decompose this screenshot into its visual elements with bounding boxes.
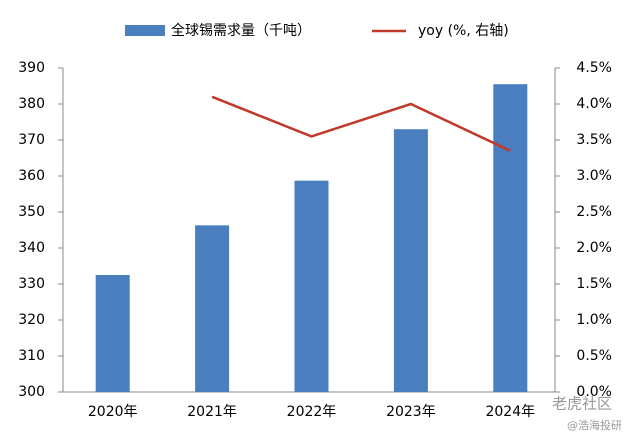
- watermark-site: 老虎社区: [552, 395, 612, 413]
- y2-tick-label: 1.5%: [576, 276, 612, 292]
- legend-label: 全球锡需求量（千吨）: [171, 22, 311, 39]
- x-tick-label: 2024年: [485, 404, 535, 420]
- legend-swatch: [125, 25, 165, 36]
- y-tick-label: 340: [18, 240, 45, 256]
- y2-tick-label: 1.0%: [576, 312, 612, 328]
- y-tick-label: 330: [18, 276, 45, 292]
- y2-tick-label: 2.0%: [576, 240, 612, 256]
- bar: [195, 225, 230, 392]
- y-tick-label: 350: [18, 204, 45, 220]
- y2-tick-label: 4.5%: [576, 60, 612, 76]
- line: [211, 95, 511, 152]
- y-tick-label: 380: [18, 96, 45, 112]
- y-tick-label: 360: [18, 168, 45, 184]
- x-tick-label: 2021年: [187, 404, 237, 420]
- y2-tick-label: 3.0%: [576, 168, 612, 184]
- y2-tick-label: 0.5%: [576, 348, 612, 364]
- bar: [393, 129, 428, 392]
- y2-tick-label: 2.5%: [576, 204, 612, 220]
- y-tick-label: 320: [18, 312, 45, 328]
- x-tick-label: 2022年: [287, 404, 337, 420]
- legend-label: yoy (%, 右轴): [418, 23, 509, 39]
- y-tick-label: 390: [18, 60, 45, 76]
- y-tick-label: 300: [18, 384, 45, 400]
- y2-tick-label: 4.0%: [576, 96, 612, 112]
- y-tick-label: 310: [18, 348, 45, 364]
- bar: [294, 180, 329, 392]
- x-tick-label: 2023年: [386, 404, 436, 420]
- y2-tick-label: 3.5%: [576, 132, 612, 148]
- y-tick-label: 370: [18, 132, 45, 148]
- bar: [493, 84, 528, 392]
- bar: [95, 275, 130, 392]
- watermark-author: @浩海投研: [567, 418, 622, 432]
- y2-tick-label: 0.0%: [576, 384, 612, 400]
- x-tick-label: 2020年: [88, 404, 138, 420]
